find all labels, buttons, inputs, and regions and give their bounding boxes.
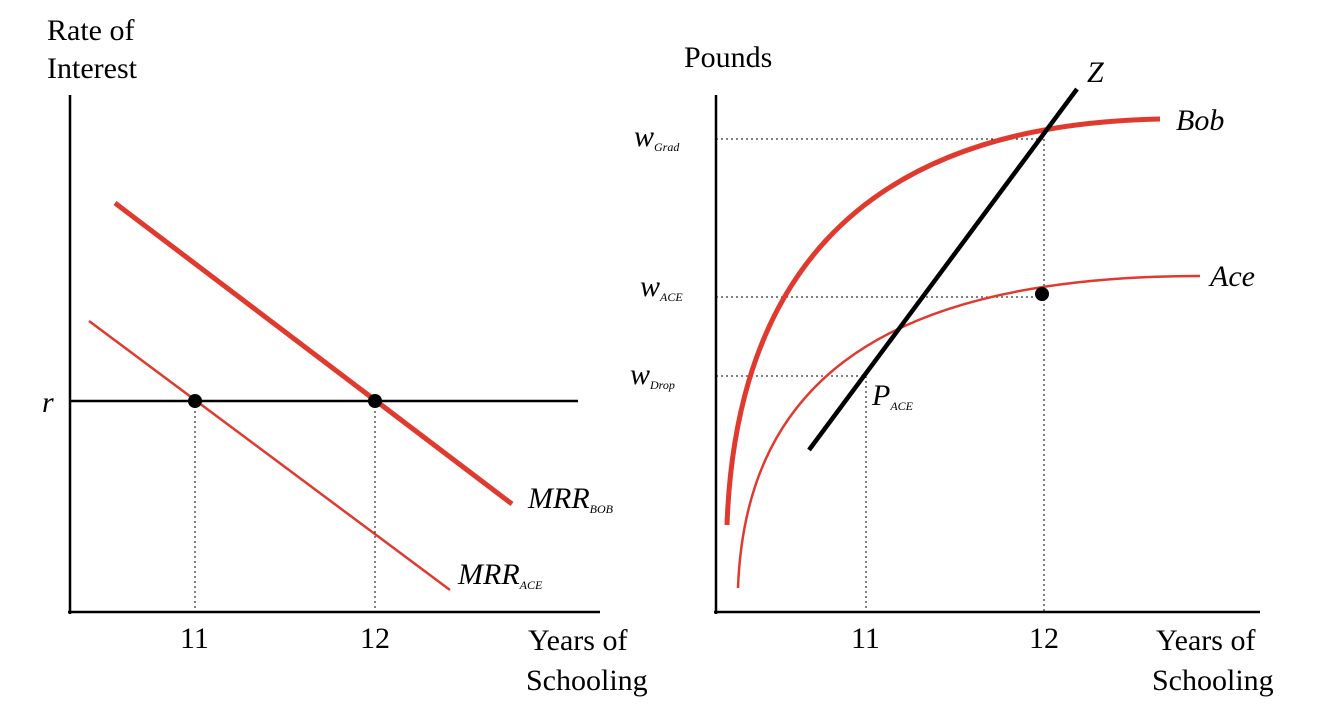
bob-label: Bob xyxy=(1176,104,1224,137)
left-point-11 xyxy=(188,394,202,408)
right-panel: Pounds Years of Schooling Z Bob Ace wGra… xyxy=(630,41,1274,697)
mrr-bob-line xyxy=(113,201,514,506)
left-tick-12: 12 xyxy=(360,622,390,655)
z-line xyxy=(807,87,1079,452)
left-panel: Rate of Interest Years of Schooling r 11… xyxy=(42,14,648,697)
left-tick-11: 11 xyxy=(180,622,209,655)
mrr-bob-label: MRRBOB xyxy=(527,482,614,516)
w-grad-label: wGrad xyxy=(634,120,680,154)
right-tick-12: 12 xyxy=(1029,622,1059,655)
p-ace-label: PACE xyxy=(871,379,914,413)
bob-curve xyxy=(724,116,1161,526)
mrr-ace-line xyxy=(88,319,451,592)
w-ace-label: wACE xyxy=(640,270,683,304)
mrr-ace-label: MRRACE xyxy=(457,558,543,592)
left-y-axis-title-line2: Interest xyxy=(47,52,138,85)
w-drop-label: wDrop xyxy=(630,358,675,392)
left-y-axis-title-line1: Rate of xyxy=(47,14,134,47)
r-label: r xyxy=(42,386,54,419)
z-label: Z xyxy=(1087,56,1104,89)
ace-label: Ace xyxy=(1208,260,1255,293)
right-x-axis-title-line1: Years of xyxy=(1156,624,1255,657)
left-point-12 xyxy=(368,394,382,408)
ace-point-12 xyxy=(1035,287,1049,301)
left-x-axis-title-line2: Schooling xyxy=(526,664,648,697)
right-tick-11: 11 xyxy=(851,622,880,655)
right-x-axis-title-line2: Schooling xyxy=(1152,664,1274,697)
ace-curve xyxy=(736,274,1201,589)
right-y-axis-title: Pounds xyxy=(684,41,772,74)
left-x-axis-title-line1: Years of xyxy=(528,624,627,657)
